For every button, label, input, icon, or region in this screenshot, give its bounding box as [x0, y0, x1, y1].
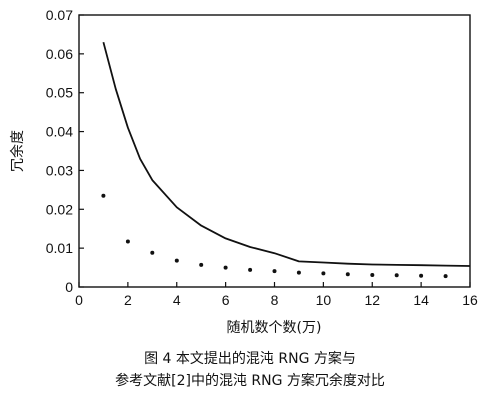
data-point — [296, 270, 301, 275]
data-point — [150, 250, 155, 255]
y-tick-label: 0.06 — [46, 46, 73, 62]
x-tick-label: 12 — [364, 292, 380, 308]
x-tick-label: 16 — [462, 292, 478, 308]
y-tick-label: 0.01 — [46, 240, 73, 256]
data-point — [101, 193, 106, 198]
data-point — [321, 271, 326, 276]
x-tick-label: 14 — [413, 292, 429, 308]
y-axis-ticks: 0 0.01 0.02 0.03 0.04 0.05 0.06 0.07 — [46, 7, 84, 295]
x-tick-label: 10 — [316, 292, 332, 308]
data-point — [125, 239, 130, 244]
data-point — [394, 273, 399, 278]
x-axis-ticks: 0 2 4 6 8 10 12 14 16 — [75, 282, 478, 308]
redundancy-chart: 0 0.01 0.02 0.03 0.04 0.05 0.06 0.07 0 2 4 6 8 10 12 1… — [9, 7, 478, 336]
x-tick-label: 2 — [124, 292, 132, 308]
x-tick-label: 8 — [271, 292, 279, 308]
caption-line-1: 图 4 本文提出的混沌 RNG 方案与 — [144, 351, 356, 367]
series-line-0 — [102, 41, 471, 267]
data-point — [370, 273, 375, 277]
y-tick-label: 0.02 — [46, 201, 73, 217]
data-point — [272, 269, 277, 274]
series-layer — [101, 41, 471, 279]
data-point — [223, 265, 228, 270]
x-tick-label: 6 — [222, 292, 230, 308]
x-tick-label: 0 — [75, 292, 83, 308]
data-point — [345, 272, 350, 277]
x-tick-label: 4 — [173, 292, 181, 308]
y-tick-label: 0.03 — [46, 162, 73, 178]
y-tick-label: 0 — [65, 279, 73, 295]
data-point — [174, 258, 179, 263]
caption-line-2: 参考文献[2]中的混沌 RNG 方案冗余度对比 — [115, 373, 385, 389]
y-tick-label: 0.05 — [46, 85, 73, 101]
data-point — [443, 274, 448, 279]
y-tick-label: 0.04 — [46, 124, 73, 140]
data-point — [199, 262, 204, 267]
x-axis-label: 随机数个数(万) — [227, 320, 322, 336]
data-point — [248, 267, 253, 272]
figure-caption: 图 4 本文提出的混沌 RNG 方案与 参考文献[2]中的混沌 RNG 方案冗余… — [0, 348, 500, 392]
data-point — [419, 273, 424, 278]
y-axis-label: 冗余度 — [9, 130, 26, 172]
y-tick-label: 0.07 — [46, 7, 73, 23]
